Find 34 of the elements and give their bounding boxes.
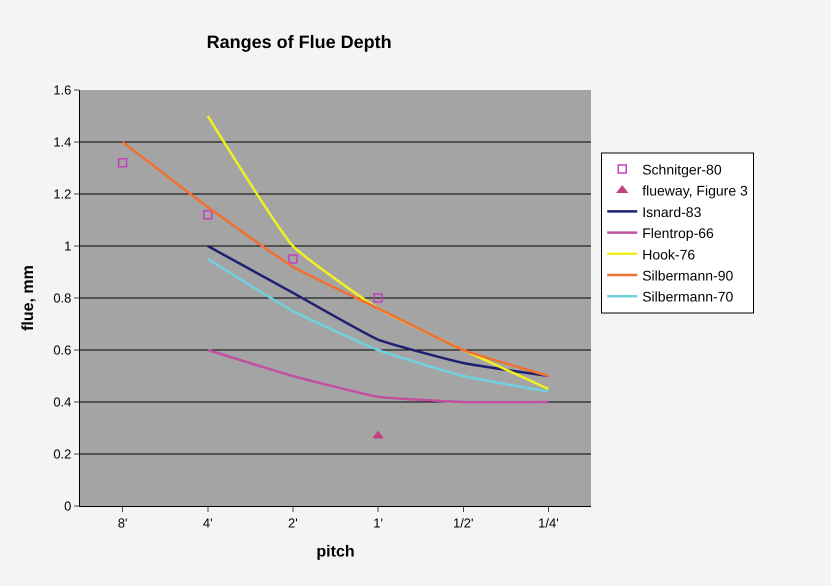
legend-label: Silbermann-70: [642, 288, 734, 305]
y-axis-title: flue, mm: [20, 265, 38, 331]
x-tick-label: 2': [288, 516, 298, 531]
point: [203, 210, 212, 220]
legend-label: Hook-76: [642, 246, 696, 262]
line-series: [206, 348, 550, 404]
x-tick-label: 1/4': [538, 516, 559, 531]
legend-label: Isnard-83: [642, 204, 702, 220]
line-series: [121, 140, 550, 378]
legend-label: Silbermann-90: [642, 267, 734, 284]
x-tick-label: 4': [202, 516, 213, 531]
legend-label: Schnitger-80: [642, 161, 722, 178]
x-axis-title: pitch: [316, 543, 355, 560]
y-tick-label: 1: [64, 238, 72, 254]
y-tick-label: 0.4: [53, 394, 72, 410]
point: [118, 158, 128, 168]
x-tick-label: 1/2': [452, 516, 474, 531]
y-tick-label: 1.6: [53, 82, 72, 98]
line-series: [206, 244, 550, 378]
legend-label: Flentrop-66: [642, 225, 714, 242]
line-series: [206, 258, 550, 393]
y-tick-label: 0.8: [53, 290, 72, 306]
y-tick-label: 0: [64, 498, 72, 514]
x-tick-label: 8': [118, 516, 128, 531]
point: [373, 293, 383, 303]
point: [372, 431, 384, 439]
point: [288, 254, 298, 264]
y-tick-label: 0.2: [53, 446, 72, 462]
y-tick-label: 0.6: [53, 342, 72, 358]
y-tick-label: 1.4: [53, 134, 72, 150]
legend-label: flueway, Figure 3: [642, 182, 748, 199]
x-tick-label: 1': [373, 516, 383, 531]
y-tick-label: 1.2: [53, 186, 72, 202]
chart-title: Ranges of Flue Depth: [206, 32, 392, 52]
